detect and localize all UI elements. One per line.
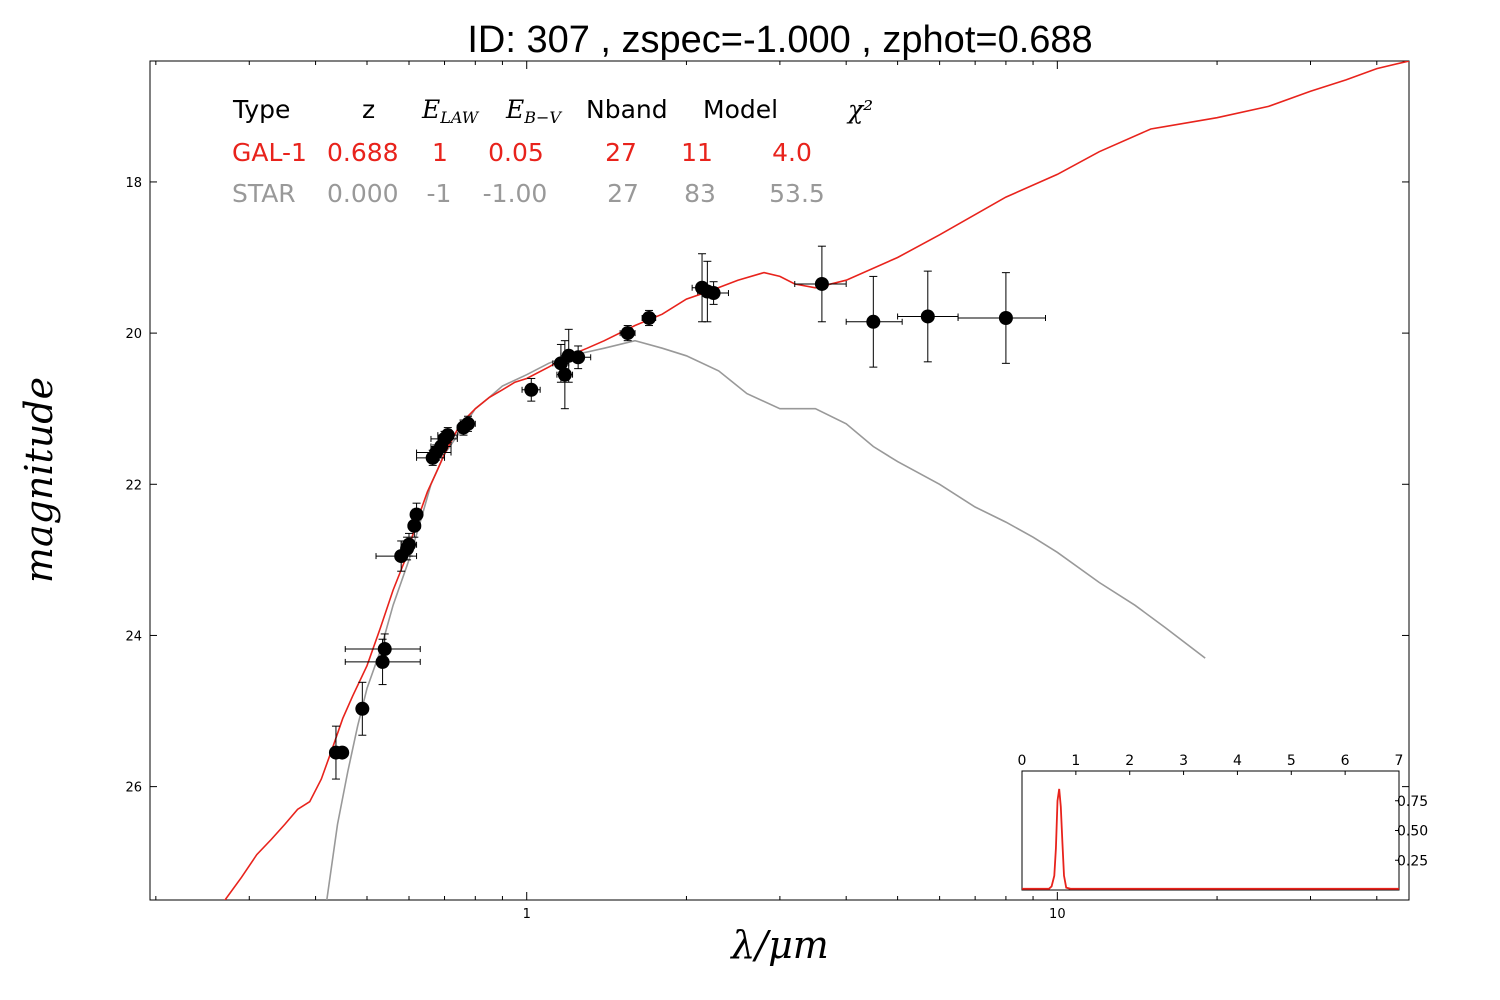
x-tick-label: 10 <box>1049 907 1066 922</box>
photometry-point <box>409 502 424 527</box>
data-point-marker <box>814 276 829 291</box>
header-nband: Nband <box>586 95 668 124</box>
photometry-point <box>845 275 903 368</box>
photometry-point <box>335 745 350 760</box>
header-elaw-sub: LAW <box>439 108 480 127</box>
header-elaw: ELAW <box>421 95 480 127</box>
inset-y-axis: 0.25 0.50 0.75 <box>1395 794 1428 869</box>
photometry-point <box>702 281 729 305</box>
inset-y-tick-label: 0.75 <box>1397 794 1428 810</box>
photometry-point <box>897 270 959 363</box>
data-point-marker <box>402 537 417 552</box>
data-point-marker <box>706 286 721 301</box>
cell-elaw: 1 <box>432 138 448 167</box>
cell-type: GAL-1 <box>232 138 307 167</box>
inset-x-axis: 0 1 2 3 4 5 6 7 <box>1018 753 1404 775</box>
y-tick-label: 22 <box>125 478 142 493</box>
series-layer <box>223 61 1409 900</box>
fit-table: Type z ELAW EB−V Nband Model χ² GAL-1 0.… <box>232 95 873 208</box>
inset-y-tick-label: 0.25 <box>1397 853 1428 869</box>
inset-x-tick-label: 2 <box>1125 753 1134 769</box>
data-point-marker <box>335 745 350 760</box>
header-type: Type <box>232 95 290 124</box>
photometry-point <box>437 427 458 444</box>
cell-ebv: 0.05 <box>488 138 544 167</box>
data-point-marker <box>460 416 475 431</box>
cell-elaw: -1 <box>427 179 452 208</box>
cell-model: 83 <box>684 179 716 208</box>
photometry-point <box>400 532 418 557</box>
header-ebv: EB−V <box>505 95 562 127</box>
star-model-line <box>326 339 1206 900</box>
cell-chi2: 4.0 <box>772 138 812 167</box>
photometry-point <box>641 309 657 327</box>
x-axis-label: λ/μm <box>729 923 829 967</box>
inset-x-tick-label: 0 <box>1018 753 1027 769</box>
photometry-point <box>564 345 592 370</box>
data-point-marker <box>440 428 455 443</box>
pdf-inset: 0 1 2 3 4 5 6 7 0.25 0.50 0.75 <box>1018 753 1428 891</box>
photometry-point <box>344 633 421 665</box>
galaxy-model-line <box>223 61 1409 900</box>
header-model: Model <box>703 95 778 124</box>
data-point-marker <box>377 642 392 657</box>
inset-x-tick-label: 5 <box>1287 753 1296 769</box>
data-point-marker <box>641 310 656 325</box>
header-ebv-sub: B−V <box>523 108 562 127</box>
data-point-marker <box>620 326 635 341</box>
inset-series <box>1022 788 1399 890</box>
y-tick-label: 26 <box>125 781 142 796</box>
photometry-point <box>957 272 1047 364</box>
x-tick-label: 1 <box>523 907 531 922</box>
inset-x-tick-label: 4 <box>1233 753 1242 769</box>
inset-frame <box>1021 770 1400 891</box>
y-tick-label: 20 <box>125 327 142 342</box>
photometry-points <box>328 245 1047 780</box>
cell-model: 11 <box>681 138 713 167</box>
cell-z: 0.000 <box>327 179 399 208</box>
data-point-marker <box>571 350 586 365</box>
inset-x-tick-label: 7 <box>1395 753 1404 769</box>
y-tick-label: 18 <box>125 176 142 191</box>
data-point-marker <box>557 367 572 382</box>
cell-nband: 27 <box>607 179 639 208</box>
cell-z: 0.688 <box>327 138 399 167</box>
data-point-marker <box>409 507 424 522</box>
y-axis-label: magnitude <box>17 377 61 583</box>
inset-x-tick-label: 1 <box>1071 753 1080 769</box>
cell-ebv: -1.00 <box>483 179 548 208</box>
data-point-marker <box>355 701 370 716</box>
header-chi2: χ² <box>846 95 873 124</box>
cell-type: STAR <box>232 179 296 208</box>
y-tick-label: 24 <box>125 629 142 644</box>
data-point-marker <box>866 314 881 329</box>
data-point-marker <box>998 310 1013 325</box>
cell-nband: 27 <box>605 138 637 167</box>
photometry-point <box>344 638 421 686</box>
inset-x-tick-label: 3 <box>1179 753 1188 769</box>
row-star: STAR 0.000 -1 -1.00 27 83 53.5 <box>232 179 825 208</box>
inset-y-tick-label: 0.50 <box>1397 824 1428 840</box>
photometry-point <box>521 377 541 402</box>
x-axis: 1 10 <box>155 61 1378 922</box>
cell-chi2: 53.5 <box>769 179 825 208</box>
data-point-marker <box>375 654 390 669</box>
row-galaxy: GAL-1 0.688 1 0.05 27 11 4.0 <box>232 138 812 167</box>
photometry-point <box>619 325 636 342</box>
photometry-point <box>794 245 847 323</box>
photometry-point <box>459 415 476 432</box>
photometry-point <box>355 681 370 736</box>
data-point-marker <box>920 309 935 324</box>
chart-title: ID: 307 , zspec=-1.000 , zphot=0.688 <box>467 19 1092 61</box>
pdf-curve <box>1022 788 1399 890</box>
header-z: z <box>362 95 375 124</box>
inset-x-tick-label: 6 <box>1341 753 1350 769</box>
data-point-marker <box>524 382 539 397</box>
